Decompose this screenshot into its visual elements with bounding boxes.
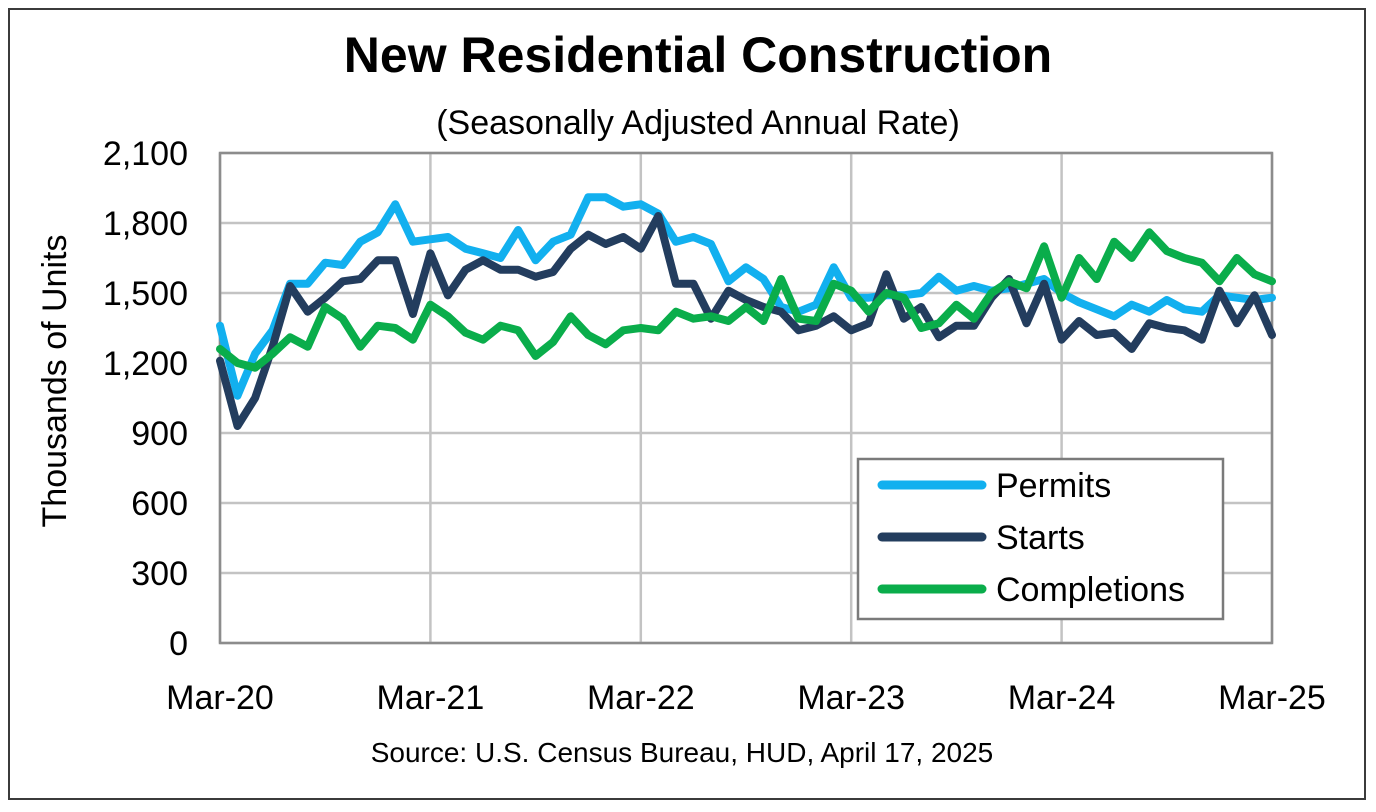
x-tick-label: Mar-25 (1218, 679, 1326, 717)
y-tick-label: 900 (131, 415, 188, 453)
gridlines (218, 151, 1274, 645)
x-tick-label: Mar-24 (1008, 679, 1116, 717)
series-line-completions (216, 228, 1276, 372)
line-chart: New Residential Construction (Seasonally… (36, 27, 1326, 768)
legend-label-completions: Completions (996, 571, 1185, 609)
x-tick-label: Mar-23 (797, 679, 905, 717)
x-tick-label: Mar-20 (166, 679, 274, 717)
y-tick-label: 1,500 (103, 275, 188, 313)
legend-label-starts: Starts (996, 519, 1085, 557)
series-lines (216, 193, 1276, 430)
plot-border (218, 151, 1274, 645)
chart-frame: New Residential Construction (Seasonally… (8, 8, 1366, 800)
y-tick-label: 2,100 (103, 135, 188, 173)
source-note: Source: U.S. Census Bureau, HUD, April 1… (371, 737, 994, 768)
chart-title: New Residential Construction (344, 27, 1052, 83)
chart-subtitle: (Seasonally Adjusted Annual Rate) (436, 104, 960, 142)
x-axis-ticks: Mar-20 Mar-21 Mar-22 Mar-23 Mar-24 Mar-25 (166, 679, 1326, 717)
y-tick-label: 1,800 (103, 205, 188, 243)
series-line-permits (216, 193, 1276, 400)
y-tick-label: 600 (131, 485, 188, 523)
legend-label-permits: Permits (996, 467, 1111, 505)
y-tick-label: 300 (131, 555, 188, 593)
x-tick-label: Mar-21 (377, 679, 485, 717)
series-line-starts (216, 212, 1276, 430)
x-tick-label: Mar-22 (587, 679, 695, 717)
y-axis-ticks: 0 300 600 900 1,200 1,500 1,800 2,100 (103, 135, 188, 663)
y-tick-label: 1,200 (103, 345, 188, 383)
legend: Permits Starts Completions (856, 457, 1225, 621)
y-axis-label: Thousands of Units (36, 235, 74, 528)
y-tick-label: 0 (169, 625, 188, 663)
